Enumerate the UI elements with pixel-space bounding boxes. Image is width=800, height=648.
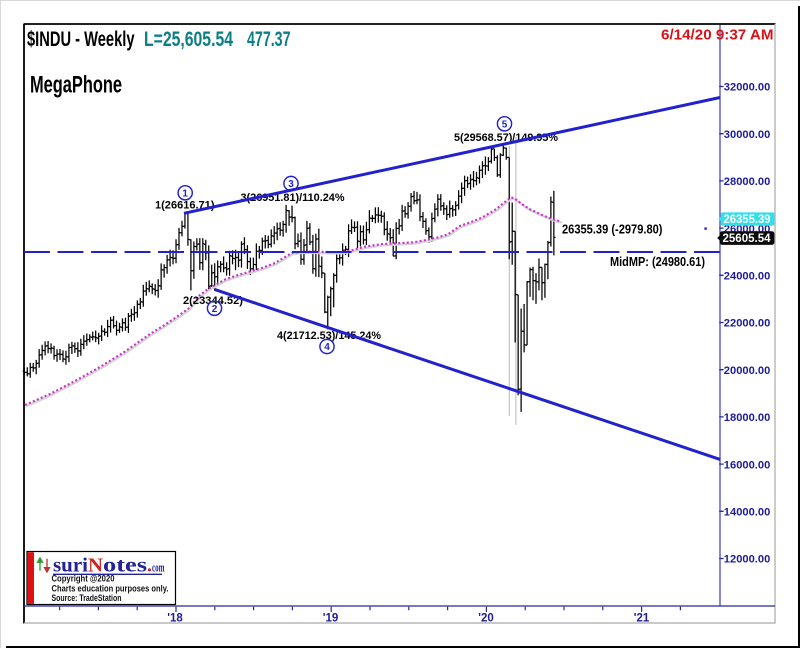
svg-text:5: 5 <box>502 119 508 130</box>
svg-text:Charts education purposes only: Charts education purposes only. <box>52 583 169 593</box>
svg-text:$INDU - Weekly: $INDU - Weekly <box>27 28 135 51</box>
svg-text:25605.54: 25605.54 <box>723 233 772 245</box>
svg-text:MidMP: (24980.61): MidMP: (24980.61) <box>610 254 705 269</box>
svg-text:2: 2 <box>212 304 218 315</box>
svg-text:'19: '19 <box>323 613 339 625</box>
svg-text:'21: '21 <box>634 613 650 625</box>
svg-text:4(21712.53)/145.24%: 4(21712.53)/145.24% <box>277 330 381 342</box>
svg-text:5(29568.57)/149.95%: 5(29568.57)/149.95% <box>454 132 558 144</box>
svg-text:26355.39: 26355.39 <box>724 214 771 226</box>
svg-text:16000.00: 16000.00 <box>724 459 771 471</box>
svg-text:30000.00: 30000.00 <box>724 129 771 141</box>
svg-text:1: 1 <box>182 188 188 199</box>
svg-text:Source: TradeStation: Source: TradeStation <box>52 593 122 603</box>
svg-text:Copyright @2020: Copyright @2020 <box>52 574 115 584</box>
svg-text:24000.00: 24000.00 <box>724 271 771 283</box>
svg-text:28000.00: 28000.00 <box>724 176 771 188</box>
svg-text:20000.00: 20000.00 <box>724 365 771 377</box>
svg-text:4: 4 <box>324 342 330 353</box>
svg-text:22000.00: 22000.00 <box>724 318 771 330</box>
svg-text:3: 3 <box>288 179 294 190</box>
svg-text:MegaPhone: MegaPhone <box>30 72 122 99</box>
svg-text:14000.00: 14000.00 <box>724 507 771 519</box>
svg-text:477.37: 477.37 <box>247 28 291 51</box>
svg-text:18000.00: 18000.00 <box>724 412 771 424</box>
svg-text:L=25,605.54: L=25,605.54 <box>144 28 233 51</box>
svg-text:26355.39 (-2979.80): 26355.39 (-2979.80) <box>562 222 663 237</box>
svg-text:6/14/20 9:37 AM: 6/14/20 9:37 AM <box>661 28 774 44</box>
svg-text:'18: '18 <box>167 613 183 625</box>
svg-text:12000.00: 12000.00 <box>724 554 771 566</box>
svg-text:suriNotes.com: suriNotes.com <box>53 555 165 577</box>
svg-text:'20: '20 <box>478 613 494 625</box>
svg-text:32000.00: 32000.00 <box>724 82 771 94</box>
